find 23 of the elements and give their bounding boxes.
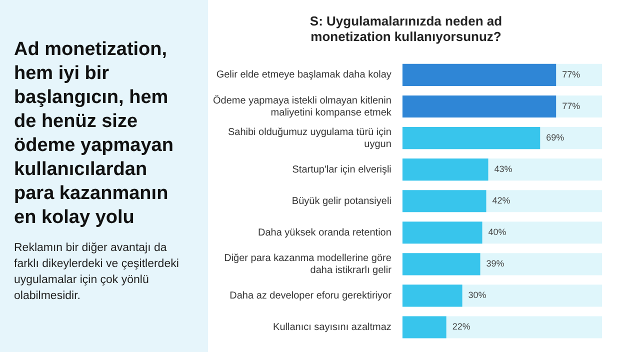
y-tick-label: Sahibi olduğumuz uygulama türü için uygun — [228, 126, 392, 150]
y-tick-label: Startup'lar için elverişli — [292, 164, 392, 176]
y-tick-label: Daha az developer eforu gerektiriyor — [230, 290, 392, 302]
bar — [402, 316, 446, 338]
y-tick-label: Büyük gelir potansiyeli — [292, 196, 392, 207]
y-tick-label: Kullanıcı sayısını azaltmaz — [273, 322, 392, 333]
bar — [402, 284, 462, 307]
data-label: 39% — [486, 258, 504, 269]
data-label: 43% — [494, 164, 512, 174]
y-tick-label: Ödeme yapmaya istekli olmayan kitlenin maliyetini kompanse etmek — [212, 94, 392, 118]
chart-title: S: Uygulamalarınızda neden ad monetization kullanıyorsunuz? — [310, 13, 502, 44]
data-label: 77% — [562, 100, 580, 111]
data-label: 77% — [562, 69, 580, 80]
text: Ad monetization, hem iyi bir başlangıcın, hem de henüz size ödeme yapmayan kullanıcılardan para kazanmanın en kolay yolu — [14, 38, 174, 230]
data-label: 40% — [488, 227, 506, 238]
data-label: 30% — [468, 290, 486, 300]
y-tick-label: Gelir elde etmeye başlamak daha kolay — [216, 70, 392, 81]
data-label: 42% — [492, 196, 510, 206]
data-label: 69% — [546, 132, 564, 143]
text: Reklamın bir diğer avantajı da farklı dikeylerdeki ve çeşitlerdeki uygulamalar için çok yönlü olabilmesidir. — [14, 241, 180, 304]
y-tick-label: Daha yüksek oranda retention — [258, 227, 392, 238]
y-tick-label: Diğer para kazanma modellerine göre daha istikrarlı gelir — [224, 252, 392, 276]
data-label: 22% — [452, 322, 470, 332]
